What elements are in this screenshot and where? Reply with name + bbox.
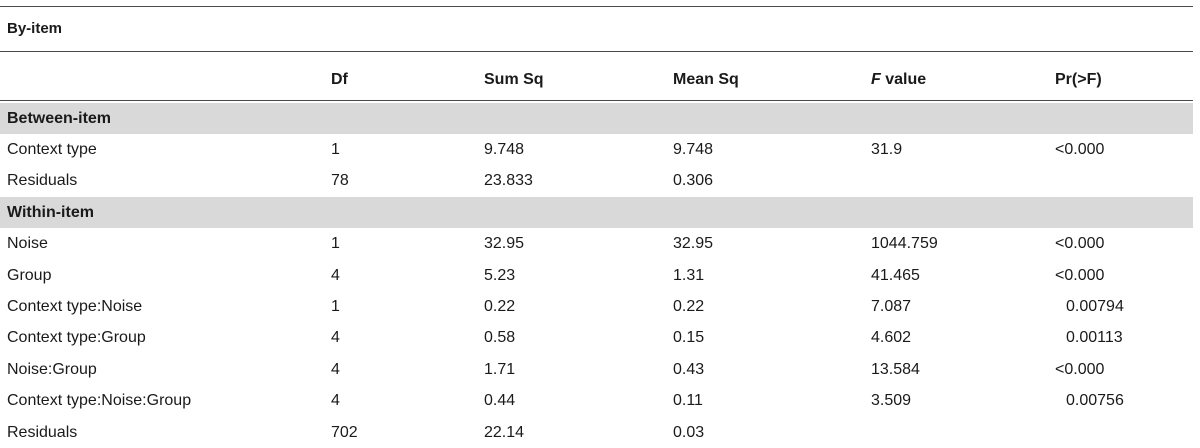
row-label: Context type:Noise:Group	[7, 392, 192, 410]
cell-sum-sq: 0.22	[484, 297, 516, 315]
cell-pr: 0.00113	[1066, 329, 1123, 347]
caption-rule	[0, 51, 1193, 52]
header-f-rest: value	[880, 71, 927, 88]
cell-f-value: 1044.759	[871, 235, 938, 253]
row-label: Group	[7, 266, 52, 284]
table-row: Noise:Group 4 1.71 0.43 13.584 <0.000	[0, 354, 1193, 385]
row-label: Residuals	[7, 172, 78, 190]
cell-f-value: 3.509	[871, 392, 912, 410]
cell-sum-sq: 22.14	[484, 423, 525, 441]
cell-pr: 0.00794	[1066, 297, 1124, 315]
cell-df: 1	[331, 297, 340, 315]
table-row: Group 4 5.23 1.31 41.465 <0.000	[0, 260, 1193, 291]
row-label: Context type:Group	[7, 329, 146, 347]
section-label: Between-item	[7, 109, 112, 127]
cell-df: 4	[331, 392, 340, 410]
cell-pr: <0.000	[1055, 266, 1105, 284]
row-label: Context type	[7, 140, 97, 158]
row-label: Residuals	[7, 423, 78, 441]
cell-sum-sq: 0.44	[484, 392, 516, 410]
row-label: Noise:Group	[7, 360, 97, 378]
table-row: Residuals 78 23.833 0.306	[0, 166, 1193, 197]
cell-df: 4	[331, 266, 340, 284]
table-header: Df Sum Sq Mean Sq F value Pr(>F)	[0, 63, 1193, 97]
cell-df: 78	[331, 172, 349, 190]
table-row: Context type:Noise 1 0.22 0.22 7.087 0.00794	[0, 291, 1193, 322]
cell-mean-sq: 0.03	[673, 423, 705, 441]
cell-mean-sq: 9.748	[673, 140, 714, 158]
cell-df: 4	[331, 329, 340, 347]
header-f-letter: F	[871, 71, 881, 88]
header-f-value: F value	[871, 63, 926, 97]
cell-df: 1	[331, 235, 340, 253]
cell-sum-sq: 5.23	[484, 266, 516, 284]
section-label: Within-item	[7, 203, 94, 221]
cell-pr: <0.000	[1055, 140, 1105, 158]
cell-pr: 0.00756	[1066, 392, 1124, 410]
row-label: Noise	[7, 235, 48, 253]
cell-sum-sq: 9.748	[484, 140, 525, 158]
cell-f-value: 31.9	[871, 140, 903, 158]
cell-sum-sq: 32.95	[484, 235, 525, 253]
table-row: Noise 1 32.95 32.95 1044.759 <0.000	[0, 229, 1193, 260]
cell-mean-sq: 32.95	[673, 235, 714, 253]
header-pr: Pr(>F)	[1055, 71, 1102, 88]
table-row: Residuals 702 22.14 0.03	[0, 417, 1193, 448]
row-label: Context type:Noise	[7, 297, 143, 315]
cell-pr: <0.000	[1055, 235, 1105, 253]
cell-f-value: 4.602	[871, 329, 912, 347]
cell-f-value: 7.087	[871, 297, 912, 315]
top-rule	[0, 6, 1193, 7]
cell-mean-sq: 1.31	[673, 266, 705, 284]
cell-mean-sq: 0.43	[673, 360, 705, 378]
cell-sum-sq: 0.58	[484, 329, 516, 347]
header-rule	[0, 100, 1193, 101]
cell-df: 702	[331, 423, 358, 441]
cell-f-value: 41.465	[871, 266, 920, 284]
cell-mean-sq: 0.306	[673, 172, 714, 190]
header-mean-sq: Mean Sq	[673, 71, 739, 88]
cell-mean-sq: 0.22	[673, 297, 705, 315]
cell-sum-sq: 1.71	[484, 360, 516, 378]
section-row: Between-item	[0, 103, 1193, 134]
header-df: Df	[331, 71, 348, 88]
cell-df: 1	[331, 140, 340, 158]
table-caption: By-item	[7, 20, 63, 37]
table-row: Context type 1 9.748 9.748 31.9 <0.000	[0, 134, 1193, 165]
cell-mean-sq: 0.15	[673, 329, 705, 347]
cell-f-value: 13.584	[871, 360, 920, 378]
cell-sum-sq: 23.833	[484, 172, 533, 190]
header-sum-sq: Sum Sq	[484, 71, 544, 88]
cell-mean-sq: 0.11	[673, 392, 703, 410]
section-row: Within-item	[0, 197, 1193, 229]
table-row: Context type:Group 4 0.58 0.15 4.602 0.00113	[0, 323, 1193, 354]
table-row: Context type:Noise:Group 4 0.44 0.11 3.509 0.…	[0, 386, 1193, 417]
cell-df: 4	[331, 360, 340, 378]
cell-pr: <0.000	[1055, 360, 1105, 378]
